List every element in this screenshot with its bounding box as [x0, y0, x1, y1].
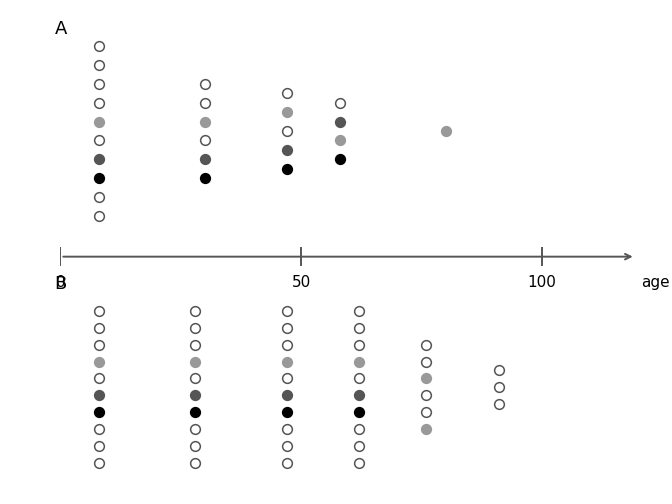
Text: 0: 0 — [56, 275, 65, 290]
Text: 100: 100 — [528, 275, 556, 290]
Text: B: B — [54, 275, 67, 293]
Text: age: age — [641, 275, 670, 290]
Text: A: A — [54, 20, 67, 38]
Text: 50: 50 — [292, 275, 311, 290]
